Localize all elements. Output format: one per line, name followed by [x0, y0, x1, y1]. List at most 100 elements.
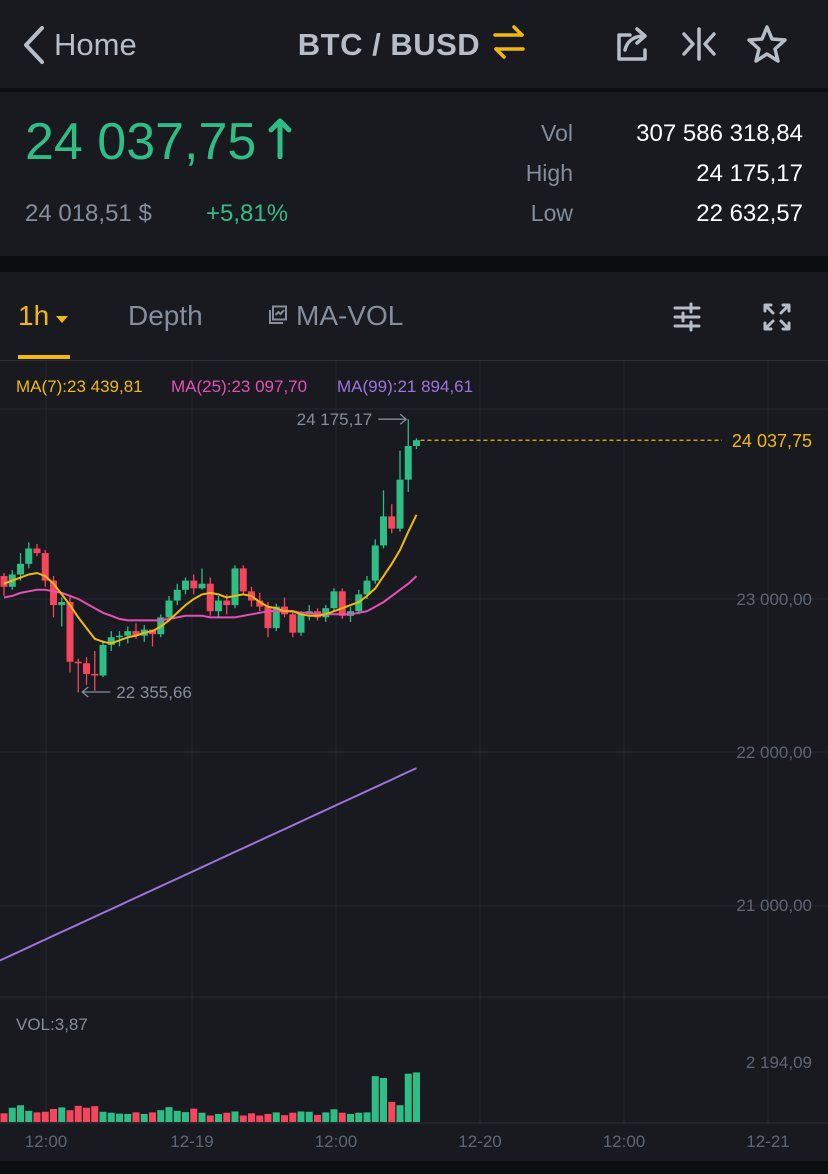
- volume-bar: [338, 1112, 346, 1122]
- volume-bar: [116, 1113, 123, 1122]
- x-tick-label: 12:00: [315, 1132, 358, 1151]
- candle-body: [223, 600, 231, 606]
- stat-low: Low 22 632,57: [503, 200, 803, 228]
- volume-bar: [355, 1112, 363, 1122]
- candle-body: [239, 568, 247, 592]
- candle-body: [297, 614, 305, 633]
- volume-bar: [25, 1110, 33, 1122]
- volume-bar: [165, 1107, 173, 1122]
- x-tick-label: 12-20: [458, 1132, 501, 1151]
- top-bar: Home BTC / BUSD: [0, 0, 828, 88]
- back-button[interactable]: Home: [20, 22, 137, 68]
- candle-body: [198, 583, 206, 589]
- arrow-up-icon: [256, 112, 292, 172]
- tab-depth[interactable]: Depth: [128, 300, 203, 331]
- kline-chart[interactable]: MA(7):23 439,81 MA(25):23 097,70 MA(99):21…: [0, 361, 828, 1161]
- y-tick-label: 21 000,00: [736, 896, 812, 915]
- candle-body: [116, 635, 123, 638]
- ma99-layer: [0, 767, 417, 962]
- x-tick-label: 12:00: [25, 1132, 68, 1151]
- ma-legend: MA(7):23 439,81 MA(25):23 097,70 MA(99):21…: [16, 377, 473, 396]
- candle-body: [404, 446, 412, 480]
- candle-body: [165, 600, 173, 618]
- tab-interval[interactable]: 1h: [18, 300, 69, 332]
- last-price-value: 24 037,75: [25, 113, 257, 171]
- candle-body: [107, 637, 115, 645]
- interval-label: 1h: [18, 300, 50, 331]
- candle-body: [66, 602, 74, 662]
- volume-bar: [272, 1112, 280, 1122]
- ma7-line: [3, 514, 418, 645]
- chart-labels: 23 000,00 22 000,00 21 000,00 24 037,75 24 1…: [25, 410, 812, 1151]
- kline-chart-svg: MA(7):23 439,81 MA(25):23 097,70 MA(99):21…: [0, 361, 828, 1151]
- x-tick-label: 12-19: [170, 1132, 213, 1151]
- volume-bar: [371, 1076, 379, 1122]
- ma-legend-item: MA(7):23 439,81: [16, 377, 143, 396]
- y-tick-label: 23 000,00: [736, 590, 812, 609]
- ma-legend-item: MA(99):21 894,61: [337, 377, 473, 396]
- tab-indicator[interactable]: MA-VOL: [268, 300, 403, 332]
- candle-body: [74, 661, 82, 664]
- volume-bar: [396, 1105, 404, 1122]
- star-icon[interactable]: [746, 24, 788, 69]
- compare-icon[interactable]: [680, 24, 718, 69]
- candle-body: [83, 663, 90, 674]
- pair-selector[interactable]: BTC / BUSD: [298, 24, 526, 65]
- candle-body: [371, 545, 379, 581]
- candle-body: [0, 576, 8, 587]
- stat-vol-label: Vol: [541, 120, 573, 146]
- volume-tick-label: 2 194,09: [746, 1053, 812, 1072]
- volume-bar: [41, 1111, 49, 1122]
- volume-bar: [50, 1108, 57, 1122]
- volume-bar: [281, 1115, 288, 1122]
- min-marker-arrow: [81, 686, 111, 698]
- stat-low-value: 22 632,57: [696, 200, 803, 227]
- stat-low-label: Low: [530, 200, 573, 226]
- volume-bar: [380, 1077, 387, 1122]
- volume-bar: [182, 1112, 189, 1122]
- candle-body: [50, 580, 57, 606]
- volume-bar: [322, 1112, 330, 1122]
- candle-body: [231, 568, 239, 606]
- last-price: 24 037,75: [25, 112, 292, 172]
- max-marker-arrow: [378, 413, 408, 425]
- volume-bar: [215, 1113, 222, 1122]
- volume-bar: [314, 1114, 321, 1122]
- swap-icon: [480, 24, 526, 65]
- volume-legend: VOL:3,87: [16, 1015, 88, 1034]
- back-label: Home: [54, 27, 137, 62]
- volume-bar: [124, 1113, 132, 1122]
- stat-vol: Vol 307 586 318,84: [503, 120, 803, 148]
- volume-bar: [33, 1112, 41, 1122]
- volume-bar: [248, 1113, 255, 1122]
- volume-bar: [289, 1112, 297, 1122]
- last-price-label: 24 037,75: [732, 431, 812, 451]
- pair-selector-wrap: BTC / BUSD: [0, 24, 828, 65]
- volume-bar: [91, 1106, 99, 1122]
- ma25-line: [3, 575, 418, 622]
- candle-body: [173, 589, 181, 601]
- settings-sliders-icon[interactable]: [672, 302, 702, 337]
- volume-bar: [107, 1112, 115, 1122]
- candle-body: [289, 614, 297, 633]
- fiat-price: 24 018,51 $: [25, 200, 152, 227]
- volume-bar: [305, 1111, 313, 1122]
- share-icon[interactable]: [614, 24, 652, 69]
- x-tick-label: 12-21: [746, 1132, 789, 1151]
- ma99-line: [0, 767, 417, 962]
- candle-body: [256, 600, 264, 607]
- volume-bar: [388, 1101, 396, 1122]
- ticker-stats: 24 037,75 24 018,51 $ +5,81% Vol 307 586…: [0, 92, 828, 256]
- ma-legend-item: MA(25):23 097,70: [171, 377, 307, 396]
- chevron-left-icon: [20, 25, 46, 65]
- candle-body: [25, 548, 33, 564]
- stat-high-value: 24 175,17: [696, 160, 803, 187]
- candle-body: [206, 583, 214, 612]
- volume-bar: [198, 1112, 206, 1122]
- candle-body: [41, 553, 49, 581]
- stat-high: High 24 175,17: [503, 160, 803, 188]
- volume-bar: [413, 1072, 420, 1122]
- fullscreen-icon[interactable]: [762, 302, 792, 337]
- change-percent: +5,81%: [206, 200, 289, 227]
- y-tick-label: 22 000,00: [736, 743, 812, 762]
